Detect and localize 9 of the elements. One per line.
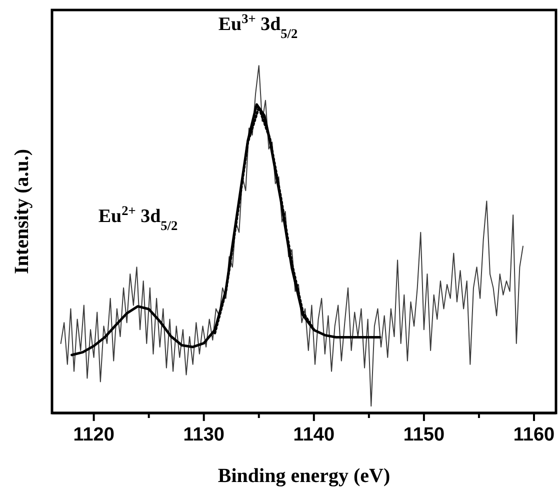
text: Eu$^{3+}$ 3d$_{5/2}$ <box>218 10 298 40</box>
x-tick-label: 1120 <box>73 424 114 446</box>
x-tick-label: 1130 <box>183 424 224 446</box>
x-tick-label: 1150 <box>403 424 445 446</box>
y-axis-title: Intensity (a.u.) <box>11 148 33 274</box>
x-tick-label: 1140 <box>293 424 335 446</box>
annotation: Eu$^{2+}$ 3d$_{5/2}$ <box>98 202 178 232</box>
x-tick-label: 1160 <box>513 424 555 446</box>
x-axis-title: Binding energy (eV) <box>218 465 390 487</box>
